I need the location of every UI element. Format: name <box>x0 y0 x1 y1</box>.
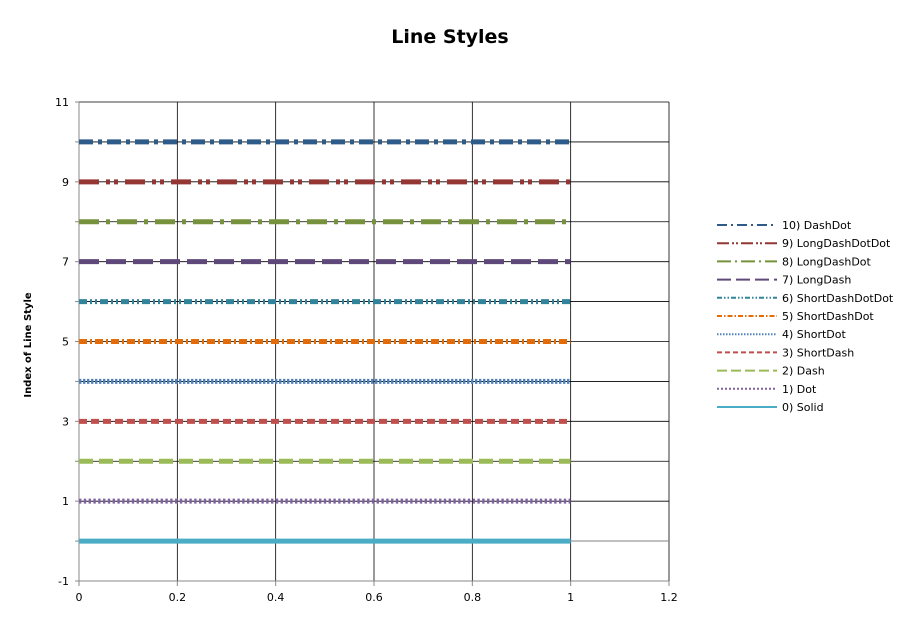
y-tick-label: 3 <box>62 415 69 428</box>
legend-label: 2) Dash <box>782 365 825 378</box>
y-tick-label: -1 <box>58 575 69 588</box>
x-tick-label: 1 <box>567 591 574 604</box>
legend: 10) DashDot 9) LongDashDotDot 8) LongDashD… <box>717 219 894 414</box>
y-axis-label: Index of Line Style <box>23 292 34 398</box>
legend-label: 8) LongDashDot <box>782 255 872 268</box>
legend-label: 1) Dot <box>782 383 817 396</box>
series-lines <box>79 139 571 544</box>
y-tick-label: 9 <box>62 176 69 189</box>
legend-label: 4) ShortDot <box>782 328 847 341</box>
y-tick-label: 5 <box>62 336 69 349</box>
x-tick-label: 0.6 <box>365 591 383 604</box>
chart-title: Line Styles <box>391 26 509 48</box>
legend-label: 0) Solid <box>782 401 824 414</box>
legend-label: 6) ShortDashDotDot <box>782 292 894 305</box>
tick-labels: 0 0.2 0.4 0.6 0.8 1 1.2 -1 1 3 5 7 9 11 <box>55 96 678 604</box>
x-tick-label: 0.8 <box>464 591 482 604</box>
y-tick-label: 11 <box>55 96 69 109</box>
y-tick-label: 7 <box>62 256 69 269</box>
y-tick-label: 1 <box>62 495 69 508</box>
legend-label: 10) DashDot <box>782 219 852 232</box>
legend-label: 3) ShortDash <box>782 346 854 359</box>
legend-label: 5) ShortDashDot <box>782 310 874 323</box>
x-tick-label: 0.4 <box>267 591 285 604</box>
legend-label: 7) LongDash <box>782 274 851 287</box>
legend-label: 9) LongDashDotDot <box>782 237 891 250</box>
x-tick-label: 0 <box>76 591 83 604</box>
x-tick-label: 0.2 <box>169 591 187 604</box>
x-tick-label: 1.2 <box>660 591 678 604</box>
